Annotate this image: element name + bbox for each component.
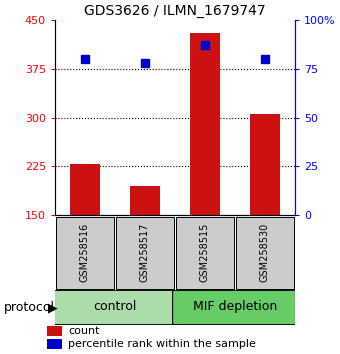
Text: count: count <box>68 326 100 336</box>
Text: MIF depletion: MIF depletion <box>193 300 277 313</box>
Bar <box>47 326 63 336</box>
Text: percentile rank within the sample: percentile rank within the sample <box>68 339 256 349</box>
Text: control: control <box>93 300 137 313</box>
FancyBboxPatch shape <box>116 217 174 289</box>
FancyBboxPatch shape <box>176 217 234 289</box>
Text: GSM258516: GSM258516 <box>80 223 90 282</box>
Bar <box>130 186 160 215</box>
Bar <box>190 33 220 215</box>
Bar <box>70 164 100 215</box>
FancyBboxPatch shape <box>236 217 294 289</box>
Title: GDS3626 / ILMN_1679747: GDS3626 / ILMN_1679747 <box>84 4 266 18</box>
Text: GSM258517: GSM258517 <box>140 223 150 282</box>
FancyBboxPatch shape <box>173 290 298 325</box>
Text: GSM258530: GSM258530 <box>260 223 270 282</box>
Text: GSM258515: GSM258515 <box>200 223 210 282</box>
Bar <box>47 339 63 349</box>
Bar <box>250 114 280 215</box>
Text: protocol: protocol <box>3 301 54 314</box>
Text: ▶: ▶ <box>48 301 57 314</box>
FancyBboxPatch shape <box>53 290 177 325</box>
FancyBboxPatch shape <box>56 217 114 289</box>
